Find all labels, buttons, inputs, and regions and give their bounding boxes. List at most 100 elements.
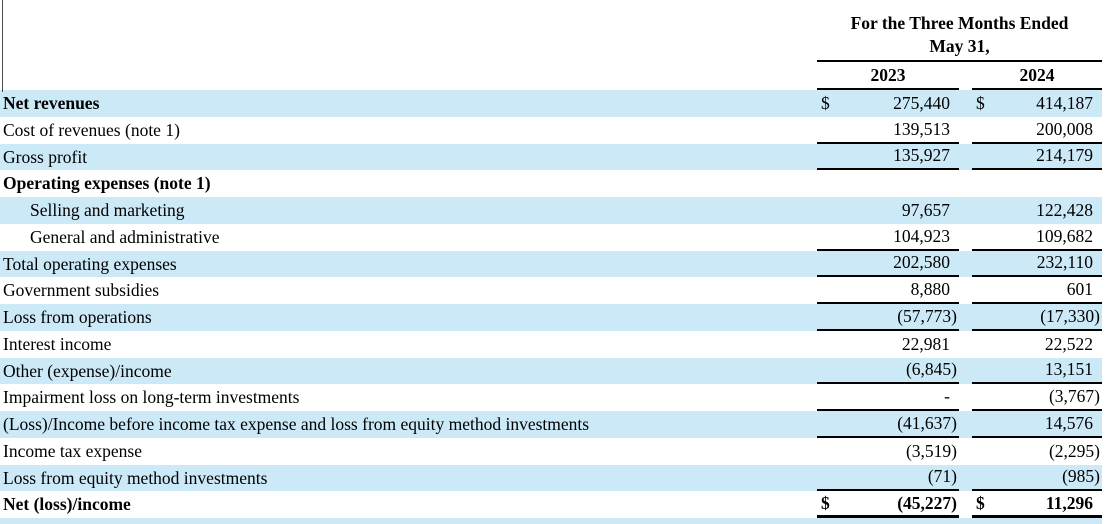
- cell-2023: 22,981: [817, 331, 959, 358]
- column-gap: [959, 224, 972, 251]
- cell-2023: 104,923: [817, 224, 959, 251]
- row-label: Total operating expenses: [3, 253, 177, 274]
- cell-2023: [817, 170, 959, 197]
- column-gap: [959, 304, 972, 331]
- cell-2023: 135,927: [817, 144, 959, 171]
- row-label: Operating expenses (note 1): [3, 173, 211, 194]
- cell-2023: $ (45,227): [817, 491, 959, 518]
- period-header-line2: May 31,: [929, 36, 990, 56]
- value-2024: (2,295): [1048, 440, 1100, 461]
- cell-2023: (3,519): [817, 438, 959, 465]
- value-2024: 601: [1066, 279, 1093, 300]
- cell-2024: 232,110: [972, 251, 1102, 278]
- table-row: Impairment loss on long-term investments…: [0, 384, 1102, 411]
- value-2024: 200,008: [1036, 118, 1093, 139]
- row-label: Loss from equity method investments: [3, 467, 268, 488]
- table-row: Net revenues $ 275,440 $ 414,187: [0, 90, 1102, 117]
- column-gap: [959, 277, 972, 304]
- value-2024: (17,330): [1040, 305, 1100, 326]
- cell-2024: 13,151: [972, 358, 1102, 385]
- cell-2023: $ 275,440: [817, 90, 959, 117]
- row-label: Cost of revenues (note 1): [3, 119, 180, 140]
- cell-2024: $ 11,296: [972, 491, 1102, 518]
- row-label: Net (loss)/income: [3, 494, 131, 515]
- value-2023: (6,845): [905, 359, 957, 380]
- cell-2024: 601: [972, 277, 1102, 304]
- table-row: Government subsidies 8,880 601: [0, 277, 1102, 304]
- table-row: Net (loss)/income $ (45,227) $ 11,296: [0, 491, 1102, 518]
- value-2023: (3,519): [905, 440, 957, 461]
- table-row: Gross profit 135,927 214,179: [0, 143, 1102, 171]
- value-2024: (3,767): [1048, 386, 1100, 407]
- header-spacer: [0, 0, 817, 62]
- value-2024: 11,296: [1045, 492, 1093, 513]
- column-gap: [959, 144, 972, 171]
- cell-2024: 200,008: [972, 117, 1102, 144]
- table-header: For the Three Months Ended May 31,: [0, 0, 1102, 62]
- cell-2024: 22,522: [972, 331, 1102, 358]
- row-label: Income tax expense: [3, 440, 142, 461]
- year-header-row: 2023 2024: [0, 62, 1102, 90]
- cell-2023: 97,657: [817, 197, 959, 224]
- row-label: Net revenues: [3, 93, 100, 113]
- value-2023: 22,981: [901, 333, 950, 354]
- period-header: For the Three Months Ended May 31,: [817, 0, 1102, 62]
- cell-2023: -: [817, 384, 959, 411]
- column-gap: [959, 197, 972, 224]
- cell-2024: 214,179: [972, 144, 1102, 171]
- cell-2024: 122,428: [972, 197, 1102, 224]
- value-2023: (57,773): [897, 305, 957, 326]
- cell-2023: 139,513: [817, 117, 959, 144]
- value-2023: 202,580: [893, 252, 950, 273]
- column-gap: [959, 358, 972, 385]
- value-2023: (71): [927, 466, 957, 487]
- value-2024: 109,682: [1036, 225, 1093, 246]
- value-2024: 414,187: [1036, 92, 1093, 113]
- table-body: Net revenues $ 275,440 $ 414,187 Cost of…: [0, 90, 1102, 518]
- left-border-line: [2, 0, 3, 92]
- row-label: Selling and marketing: [30, 200, 185, 220]
- cell-2023: (57,773): [817, 304, 959, 331]
- column-header-2023: 2023: [817, 62, 959, 90]
- empty-row-strip: [0, 518, 1102, 524]
- cell-2024: (985): [972, 465, 1102, 492]
- column-header-2024: 2024: [972, 62, 1102, 90]
- currency-symbol: $: [976, 92, 985, 113]
- value-2023: (41,637): [897, 412, 957, 433]
- table-row: General and administrative 104,923 109,6…: [0, 224, 1102, 251]
- value-2023: 97,657: [901, 199, 950, 220]
- currency-symbol: $: [821, 92, 830, 113]
- value-2023: 104,923: [893, 225, 950, 246]
- table-row: (Loss)/Income before income tax expense …: [0, 411, 1102, 438]
- row-label: Government subsidies: [3, 280, 160, 301]
- table-row: Selling and marketing 97,657 122,428: [0, 197, 1102, 224]
- column-gap: [959, 117, 972, 144]
- value-2024: 13,151: [1044, 359, 1093, 380]
- row-label: (Loss)/Income before income tax expense …: [3, 414, 590, 434]
- value-2023: 275,440: [893, 92, 950, 113]
- row-label: General and administrative: [30, 226, 220, 247]
- column-gap: [959, 251, 972, 278]
- value-2023: 135,927: [893, 145, 950, 166]
- column-gap: [959, 331, 972, 358]
- currency-symbol: $: [976, 492, 985, 513]
- value-2024: 14,576: [1044, 412, 1093, 433]
- table-row: Loss from operations (57,773) (17,330): [0, 304, 1102, 331]
- value-2024: 214,179: [1036, 145, 1093, 166]
- currency-symbol: $: [821, 492, 830, 513]
- table-row: Total operating expenses 202,580 232,110: [0, 250, 1102, 278]
- table-row: Loss from equity method investments (71)…: [0, 464, 1102, 492]
- table-row: Operating expenses (note 1): [0, 170, 1102, 197]
- row-label: Loss from operations: [3, 307, 152, 327]
- table-row: Cost of revenues (note 1) 139,513 200,00…: [0, 117, 1102, 144]
- cell-2023: (41,637): [817, 411, 959, 438]
- row-label: Gross profit: [3, 146, 88, 167]
- row-label: Interest income: [3, 333, 112, 354]
- table-row: Interest income 22,981 22,522: [0, 331, 1102, 358]
- column-gap: [959, 438, 972, 465]
- column-gap: [959, 62, 972, 90]
- table-row: Income tax expense (3,519) (2,295): [0, 438, 1102, 465]
- cell-2024: 109,682: [972, 224, 1102, 251]
- cell-2024: (3,767): [972, 384, 1102, 411]
- column-gap: [959, 90, 972, 117]
